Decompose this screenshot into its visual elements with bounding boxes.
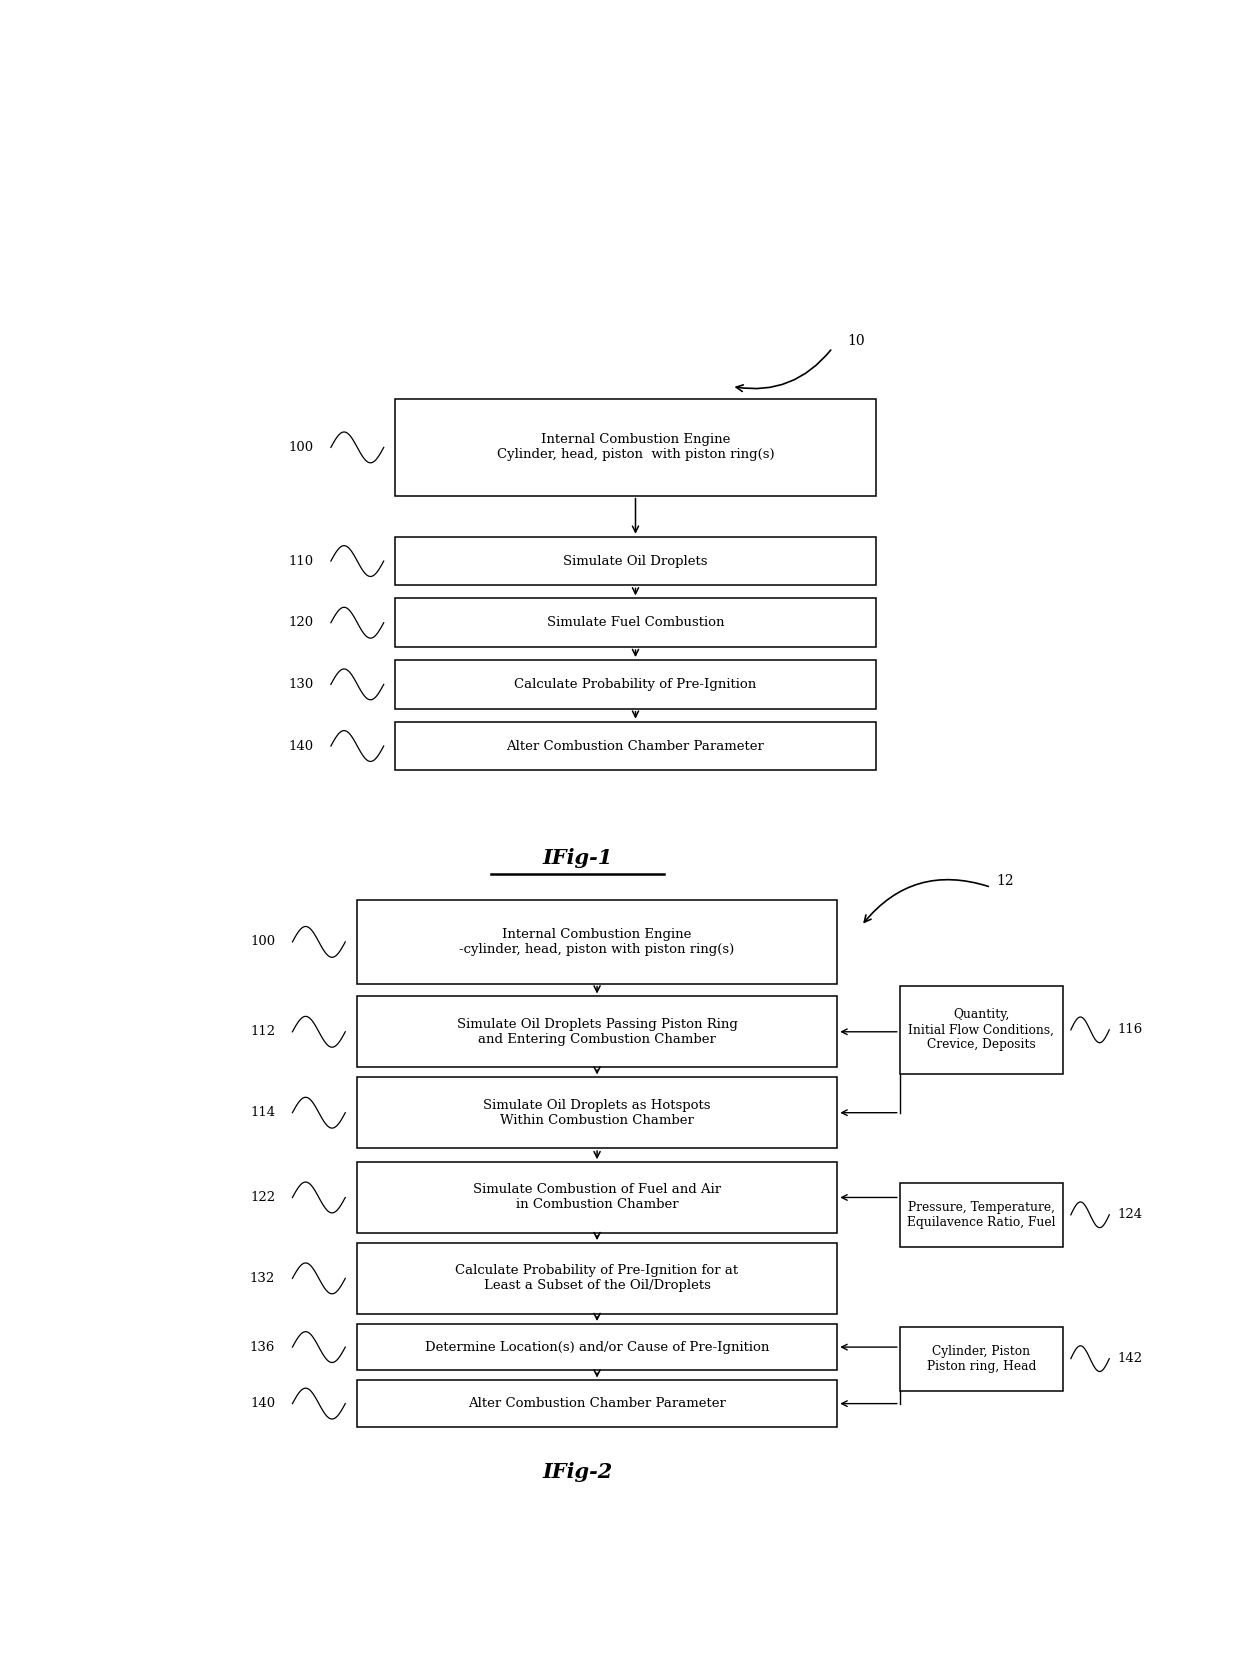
- FancyBboxPatch shape: [900, 1326, 1063, 1391]
- Text: Simulate Oil Droplets as Hotspots
Within Combustion Chamber: Simulate Oil Droplets as Hotspots Within…: [484, 1099, 711, 1126]
- Text: Simulate Oil Droplets: Simulate Oil Droplets: [563, 554, 708, 567]
- FancyBboxPatch shape: [357, 1163, 837, 1233]
- Text: Cylinder, Piston
Piston ring, Head: Cylinder, Piston Piston ring, Head: [926, 1344, 1037, 1373]
- FancyBboxPatch shape: [396, 537, 875, 585]
- FancyBboxPatch shape: [396, 722, 875, 771]
- Text: 100: 100: [250, 936, 275, 949]
- Text: Simulate Oil Droplets Passing Piston Ring
and Entering Combustion Chamber: Simulate Oil Droplets Passing Piston Rin…: [456, 1017, 738, 1046]
- Text: 140: 140: [289, 739, 314, 752]
- Text: Calculate Probability of Pre-Ignition for at
Least a Subset of the Oil/Droplets: Calculate Probability of Pre-Ignition fo…: [455, 1264, 739, 1293]
- Text: 112: 112: [250, 1026, 275, 1037]
- FancyBboxPatch shape: [396, 399, 875, 495]
- FancyBboxPatch shape: [357, 1381, 837, 1426]
- Text: 12: 12: [996, 874, 1013, 887]
- Text: 124: 124: [1117, 1208, 1142, 1221]
- Text: IFig-2: IFig-2: [543, 1461, 613, 1481]
- Text: Calculate Probability of Pre-Ignition: Calculate Probability of Pre-Ignition: [515, 677, 756, 691]
- Text: IFig-1: IFig-1: [543, 847, 613, 867]
- Text: Alter Combustion Chamber Parameter: Alter Combustion Chamber Parameter: [469, 1398, 725, 1409]
- FancyBboxPatch shape: [357, 1078, 837, 1148]
- Text: Alter Combustion Chamber Parameter: Alter Combustion Chamber Parameter: [507, 739, 764, 752]
- Text: 114: 114: [250, 1106, 275, 1119]
- Text: 122: 122: [250, 1191, 275, 1204]
- FancyBboxPatch shape: [357, 1243, 837, 1314]
- Text: 116: 116: [1117, 1024, 1142, 1036]
- FancyBboxPatch shape: [396, 661, 875, 709]
- FancyBboxPatch shape: [357, 1324, 837, 1369]
- Text: 120: 120: [289, 615, 314, 629]
- Text: Internal Combustion Engine
-cylinder, head, piston with piston ring(s): Internal Combustion Engine -cylinder, he…: [460, 927, 734, 956]
- Text: Pressure, Temperature,
Equilavence Ratio, Fuel: Pressure, Temperature, Equilavence Ratio…: [908, 1201, 1055, 1229]
- Text: 110: 110: [289, 554, 314, 567]
- FancyBboxPatch shape: [357, 996, 837, 1068]
- Text: Quantity,
Initial Flow Conditions,
Crevice, Deposits: Quantity, Initial Flow Conditions, Crevi…: [909, 1009, 1054, 1051]
- Text: Internal Combustion Engine
Cylinder, head, piston  with piston ring(s): Internal Combustion Engine Cylinder, hea…: [497, 434, 774, 462]
- Text: Simulate Combustion of Fuel and Air
in Combustion Chamber: Simulate Combustion of Fuel and Air in C…: [472, 1184, 722, 1211]
- Text: 10: 10: [847, 335, 864, 349]
- FancyBboxPatch shape: [900, 986, 1063, 1074]
- FancyBboxPatch shape: [396, 599, 875, 647]
- Text: Simulate Fuel Combustion: Simulate Fuel Combustion: [547, 615, 724, 629]
- FancyBboxPatch shape: [357, 901, 837, 984]
- Text: Determine Location(s) and/or Cause of Pre-Ignition: Determine Location(s) and/or Cause of Pr…: [425, 1341, 769, 1354]
- Text: 136: 136: [249, 1341, 275, 1354]
- Text: 130: 130: [289, 677, 314, 691]
- Text: 100: 100: [289, 440, 314, 454]
- FancyBboxPatch shape: [900, 1183, 1063, 1248]
- Text: 142: 142: [1117, 1353, 1142, 1364]
- Text: 140: 140: [250, 1398, 275, 1409]
- Text: 132: 132: [250, 1273, 275, 1284]
